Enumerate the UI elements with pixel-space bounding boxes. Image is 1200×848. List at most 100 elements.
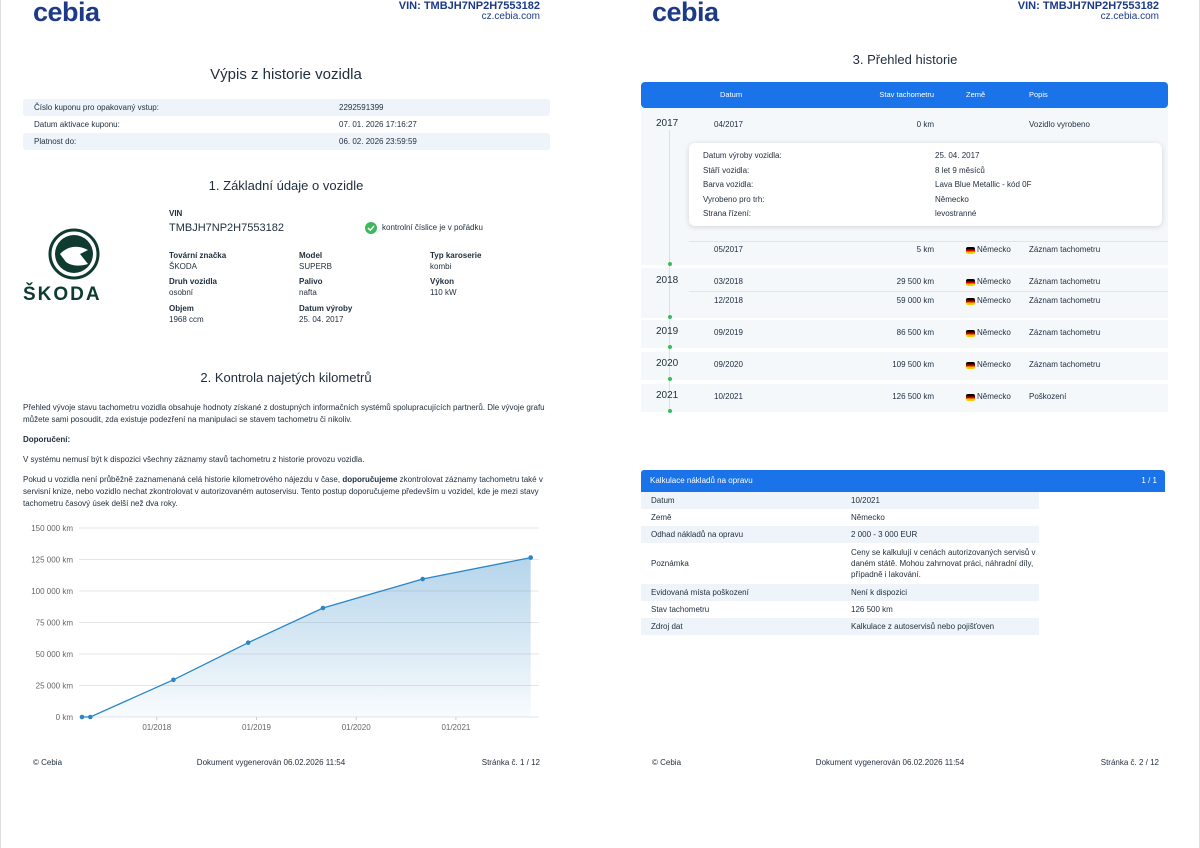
detail-value: levostranné	[935, 209, 977, 218]
paragraph: Pokud u vozidla není průběžně zaznamenan…	[23, 474, 551, 510]
y-tick-label: 50 000 km	[36, 650, 74, 659]
detail-value: 8 let 9 měsíců	[935, 165, 985, 175]
page: cebia VIN: TMBJH7NP2H7553182 cz.cebia.com 3…	[600, 0, 1200, 848]
year: 2018	[656, 275, 679, 286]
section-title: 2. Kontrola najetých kilometrů	[200, 370, 372, 385]
mileage: 0 km	[916, 120, 934, 129]
country: Německo	[977, 392, 1011, 401]
logo: cebia	[33, 0, 100, 27]
detail-label: Datum výroby vozidla:	[703, 151, 782, 160]
vin: TMBJH7NP2H7553182	[169, 222, 284, 234]
flag	[966, 393, 975, 401]
point	[420, 576, 425, 582]
detail-label: Barva vozidla:	[703, 180, 754, 189]
country: Německo	[977, 360, 1011, 369]
spec-label: Palivo	[299, 277, 323, 286]
y-tick-label: 150 000 km	[31, 524, 73, 533]
mileage: 126 500 km	[892, 392, 934, 401]
paragraph: V systému nemusí být k dispozici všechny…	[23, 455, 365, 464]
flag	[966, 278, 975, 286]
date: 12/2018	[714, 296, 743, 305]
site: cz.cebia.com	[1100, 11, 1159, 22]
site: cz.cebia.com	[481, 11, 540, 22]
spec-value: 110 kW	[430, 288, 457, 297]
cost-header	[641, 470, 1165, 492]
year: 2019	[656, 326, 679, 337]
y-tick-label: 25 000 km	[36, 682, 74, 691]
point	[171, 677, 176, 683]
spec-value: SUPERB	[299, 262, 332, 271]
detail-value: Německo	[935, 194, 969, 204]
spec-label: Tovární značka	[169, 251, 227, 260]
description: Záznam tachometru	[1029, 360, 1101, 369]
detail-label: Stáří vozidla:	[703, 165, 750, 175]
chart: 0 km 25 000 km 50 000 km 75 000 km 100 000 k…	[31, 524, 539, 732]
page: cebia VIN: TMBJH7NP2H7553182 cz.cebia.com V…	[0, 0, 551, 848]
row-bg	[641, 618, 1039, 635]
cost-title: Kalkulace nákladů na opravu	[650, 476, 753, 485]
vin-label: VIN	[169, 209, 183, 218]
brand-emblem	[48, 228, 100, 280]
cost-value: 10/2021	[851, 495, 880, 505]
point	[245, 640, 251, 645]
country: Německo	[977, 277, 1011, 286]
cost-label: Poznámka	[651, 558, 689, 568]
row-bg	[23, 133, 550, 150]
spec-value: osobní	[169, 288, 194, 297]
text-run: Pokud u vozidla není průběžně zaznamenan…	[23, 475, 343, 484]
spec-label: Výkon	[430, 277, 455, 286]
table-header	[641, 82, 1168, 108]
footer-center: Dokument vygenerován 06.02.2026 11:54	[815, 758, 965, 767]
row-bg	[641, 492, 1039, 509]
year: 2020	[656, 358, 679, 369]
brand-logo: ŠKODA	[23, 284, 102, 305]
footer-left: © Cebia	[652, 758, 682, 767]
timeline-dot	[667, 409, 672, 413]
timeline-dot	[667, 345, 672, 349]
x-tick-label: 01/2021	[441, 723, 470, 732]
detail-label: Vyrobeno pro trh:	[703, 194, 765, 204]
flag	[966, 361, 975, 369]
spec-value: 25. 04. 2017	[299, 315, 344, 324]
cost-pager: 1 / 1	[1141, 476, 1157, 485]
spec-label: Typ karoserie	[430, 251, 482, 260]
vin-header: VIN: TMBJH7NP2H7553182	[398, 0, 540, 12]
x-tick-label: 01/2018	[142, 723, 171, 732]
text-run: zkontrolovat záznamy tachometru také v s…	[23, 475, 543, 508]
mileage: 59 000 km	[896, 296, 934, 305]
coupon-label: Číslo kuponu pro opakovaný vstup:	[34, 102, 159, 112]
cost-value: Není k dispozici	[851, 587, 908, 597]
timeline-dot	[667, 262, 672, 266]
separator	[689, 241, 1168, 242]
column-header: Datum	[720, 90, 743, 99]
country: Německo	[977, 328, 1011, 337]
paragraph: Přehled vývoje stavu tachometru vozidla …	[23, 403, 545, 424]
spec-label: Datum výroby	[299, 304, 353, 313]
cost-value: Ceny se kalkulují v cenách autorizovanýc…	[851, 548, 1036, 579]
coupon-value: 2292591399	[339, 102, 384, 112]
column-header: Stav tachometru	[879, 90, 934, 99]
country: Německo	[977, 245, 1011, 254]
flag	[966, 246, 975, 254]
cost-label: Datum	[651, 495, 675, 505]
text-run: doporučujeme	[342, 475, 398, 484]
footer-center: Dokument vygenerován 06.02.2026 11:54	[196, 758, 346, 767]
coupon-value: 07. 01. 2026 17:16:27	[339, 119, 417, 129]
mileage: 86 500 km	[896, 328, 934, 337]
cost-label: Odhad nákladů na opravu	[651, 529, 744, 539]
title: Výpis z historie vozidla	[210, 66, 362, 83]
spec-value: 1968 ccm	[169, 315, 204, 324]
y-tick-label: 125 000 km	[31, 556, 73, 565]
spec-label: Druh vozidla	[169, 277, 218, 286]
timeline-dot	[667, 315, 672, 319]
cost-label: Stav tachometru	[651, 604, 710, 614]
spec-label: Model	[299, 251, 323, 260]
group-bg	[641, 320, 1168, 348]
year: 2021	[656, 390, 679, 401]
description: Záznam tachometru	[1029, 245, 1101, 254]
vin-check: kontrolní číslice je v pořádku	[382, 223, 483, 232]
cost-label: Zdroj dat	[651, 621, 683, 631]
title: 3. Přehled historie	[852, 52, 958, 67]
column-header: Popis	[1029, 90, 1048, 99]
flag	[966, 297, 975, 305]
